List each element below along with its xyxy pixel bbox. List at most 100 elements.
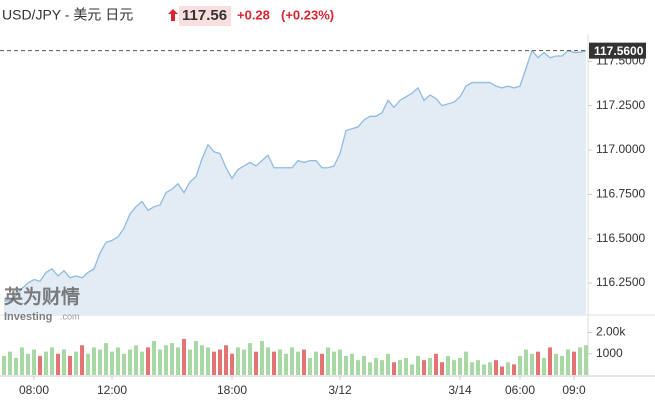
volume-bar (470, 362, 474, 375)
volume-bar (512, 364, 516, 375)
current-price-box (589, 42, 646, 59)
volume-bar (344, 355, 348, 375)
volume-bar (374, 358, 378, 375)
volume-bar (218, 349, 222, 375)
volume-bar (380, 360, 384, 375)
change-pct: (+0.23%) (281, 7, 334, 22)
volume-bar (8, 351, 12, 375)
volume-bar (392, 362, 396, 375)
volume-bar (176, 347, 180, 375)
volume-bar (86, 353, 90, 375)
volume-bar (152, 341, 156, 375)
volume-bar (68, 355, 72, 375)
volume-bar (236, 347, 240, 375)
volume-bar (554, 353, 558, 375)
volume-bar (302, 349, 306, 375)
watermark: Investing (4, 311, 52, 323)
change: +0.28 (237, 7, 270, 22)
y-tick-label: 116.7500 (596, 187, 645, 201)
volume-bar (170, 343, 174, 375)
volume-bar (326, 347, 330, 375)
volume-bar (404, 358, 408, 375)
volume-bar (272, 351, 276, 375)
volume-bar (200, 345, 204, 375)
x-tick-label: 18:00 (217, 383, 247, 397)
volume-bar (548, 347, 552, 375)
volume-bar (560, 355, 564, 375)
volume-bar (2, 355, 6, 375)
volume-bar (230, 353, 234, 375)
volume-bar (242, 349, 246, 375)
volume-bar (80, 345, 84, 375)
volume-bar (290, 347, 294, 375)
volume-bar (434, 353, 438, 375)
watermark: 英为财情 (4, 285, 80, 308)
volume-bar (536, 351, 540, 375)
volume-bar (74, 351, 78, 375)
volume-tick-label: 1000 (596, 346, 623, 360)
volume-bar (530, 353, 534, 375)
volume-bar (140, 351, 144, 375)
current-price-label: 117.5600 (594, 44, 644, 58)
volume-bar (494, 360, 498, 375)
chart-title: USD/JPY - 美元 日元 (2, 7, 133, 23)
volume-bar (116, 347, 120, 375)
volume-bar (38, 355, 42, 375)
y-tick-label: 116.5000 (596, 231, 645, 245)
volume-bar (104, 343, 108, 375)
volume-bar (572, 351, 576, 375)
volume-bar (248, 343, 252, 375)
y-tick-label: 117.2500 (596, 98, 645, 112)
volume-bar (224, 345, 228, 375)
volume-bar (362, 355, 366, 375)
volume-bar (476, 360, 480, 375)
volume-bar (428, 358, 432, 375)
x-tick-label: 3/12 (328, 383, 352, 397)
volume-bar (254, 351, 258, 375)
volume-bar (398, 360, 402, 375)
volume-bar (542, 358, 546, 375)
volume-bar (182, 338, 186, 375)
volume-bar (266, 347, 270, 375)
x-tick-label: 12:00 (97, 383, 127, 397)
volume-bar (284, 353, 288, 375)
volume-bar (128, 349, 132, 375)
volume-bar (32, 349, 36, 375)
volume-bar (212, 351, 216, 375)
volume-bar (518, 355, 522, 375)
line (4, 49, 587, 302)
volume-bar (446, 355, 450, 375)
volume-bar (50, 347, 54, 375)
volume-bar (458, 358, 462, 375)
volume-bar (566, 349, 570, 375)
volume-bar (464, 351, 468, 375)
volume-bar (338, 349, 342, 375)
volume-bar (452, 360, 456, 375)
volume-bar (332, 351, 336, 375)
volume-bar (110, 351, 114, 375)
x-tick-label: 06:00 (505, 383, 535, 397)
volume-bar (92, 347, 96, 375)
volume-bar (410, 364, 414, 375)
volume-bar (314, 351, 318, 375)
volume-bar (308, 358, 312, 375)
volume-bar (320, 353, 324, 375)
volume-bar (350, 353, 354, 375)
volume-bar (146, 347, 150, 375)
y-tick-label: 116.2500 (596, 275, 645, 289)
volume-bar (26, 353, 30, 375)
volume-bar (188, 349, 192, 375)
area (4, 50, 586, 315)
x-tick-label: 08:00 (19, 383, 49, 397)
volume-bar (440, 362, 444, 375)
volume-bar (62, 349, 66, 375)
volume-bar (164, 345, 168, 375)
x-tick-label: 3/14 (448, 383, 472, 397)
volume-bar (506, 362, 510, 375)
watermark: .com (60, 311, 80, 321)
volume-bar (56, 353, 60, 375)
volume-bar (416, 355, 420, 375)
volume-bar (578, 347, 582, 375)
volume-bar (356, 360, 360, 375)
